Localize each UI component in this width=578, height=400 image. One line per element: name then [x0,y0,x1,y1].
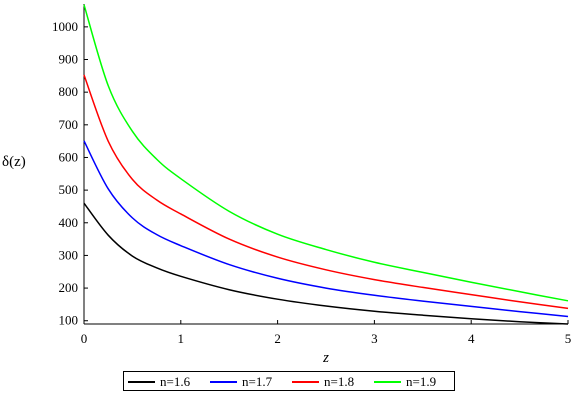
series-line-n19 [83,4,569,302]
series-line-n16 [83,202,569,325]
x-tick-label: 2 [274,331,281,346]
legend-label-n19: n=1.9 [406,374,437,389]
y-tick-label: 100 [59,313,79,328]
legend-swatch-n18 [292,381,319,383]
y-tick-label: 1000 [52,19,78,34]
legend-swatch-n16 [128,381,155,383]
y-tick-label: 500 [59,182,79,197]
legend-swatch-n17 [210,381,237,383]
x-axis-label: z [322,350,329,366]
series-line-n17 [83,140,569,318]
legend-label-n16: n=1.6 [160,374,191,389]
x-tick-label: 4 [468,331,475,346]
y-tick-label: 900 [59,52,79,67]
y-tick-label: 200 [59,280,79,295]
x-tick-label: 3 [371,331,378,346]
x-tick-label: 0 [81,331,88,346]
x-tick-label: 5 [565,331,572,346]
legend: n=1.6 n=1.7 n=1.8 n=1.9 [123,371,455,391]
y-axis-label: δ(z) [2,154,26,170]
y-tick-label: 600 [59,149,79,164]
y-tick-label: 800 [59,84,79,99]
legend-swatch-n19 [374,381,401,383]
legend-label-n18: n=1.8 [324,374,355,389]
y-tick-label: 300 [59,247,79,262]
x-tick-label: 1 [178,331,185,346]
series-line-n18 [83,74,569,310]
y-tick-label: 700 [59,117,79,132]
y-tick-label: 400 [59,215,79,230]
legend-label-n17: n=1.7 [242,374,273,389]
